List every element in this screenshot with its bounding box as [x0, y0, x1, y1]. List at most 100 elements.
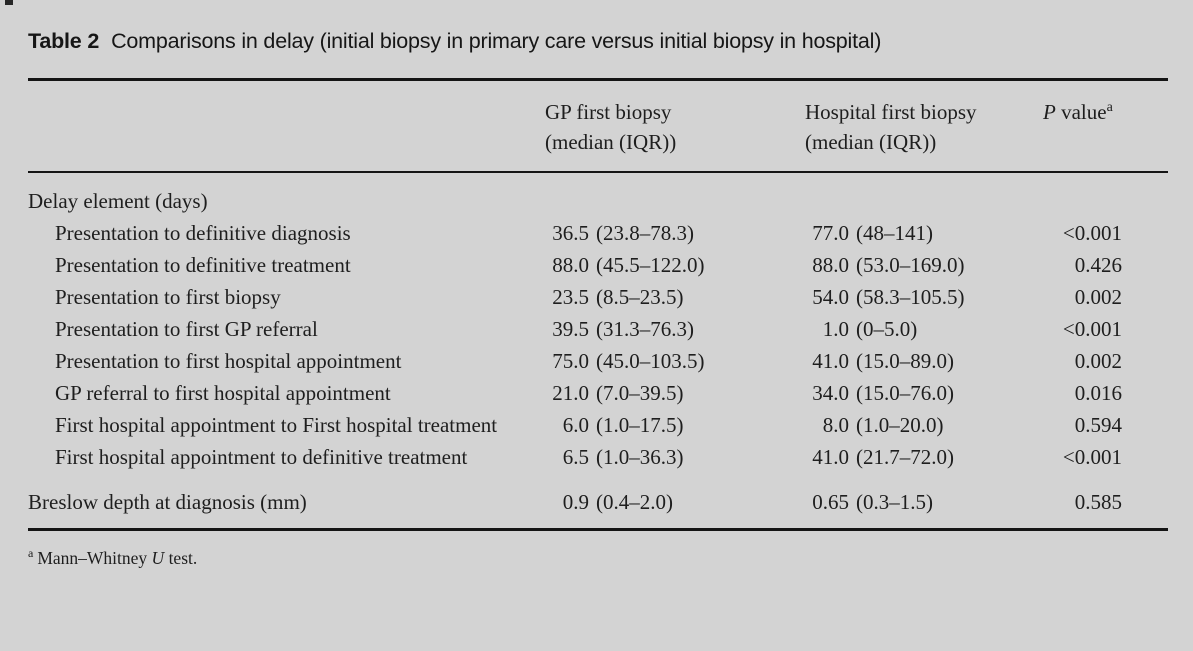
- header-hospital-line2: (median (IQR)): [805, 130, 937, 154]
- gp-iqr: (1.0–36.3): [596, 445, 684, 469]
- row-label: Presentation to definitive treatment: [55, 253, 351, 277]
- p-value: 0.594: [1074, 413, 1122, 437]
- p-value: <0.001: [1062, 445, 1122, 469]
- p-value: 0.426: [1074, 253, 1122, 277]
- delay-rows: Presentation to definitive diagnosis 36.…: [28, 217, 1168, 473]
- gp-median: 88.0: [552, 253, 589, 277]
- table-row: Presentation to definitive treatment 88.…: [28, 249, 1168, 281]
- hospital-iqr: (15.0–76.0): [856, 381, 954, 405]
- gp-iqr: (31.3–76.3): [596, 317, 694, 341]
- p-value: 0.016: [1074, 381, 1122, 405]
- p-value: 0.002: [1074, 285, 1122, 309]
- header-pvalue-column: P valuea: [1043, 97, 1168, 127]
- table-caption-text: Comparisons in delay (initial biopsy in …: [111, 29, 882, 53]
- hospital-median: 1.0: [822, 317, 849, 341]
- gp-median: 36.5: [552, 221, 589, 245]
- row-label: Presentation to first biopsy: [55, 285, 281, 309]
- header-gp-line1: GP first biopsy: [545, 100, 672, 124]
- table-row: First hospital appointment to First hosp…: [28, 409, 1168, 441]
- hospital-cell: 1.0 (0–5.0): [805, 313, 1043, 345]
- row-label: First hospital appointment to First hosp…: [55, 413, 498, 437]
- bottom-rule: [28, 528, 1168, 531]
- hospital-median: 8.0: [822, 413, 849, 437]
- hospital-iqr: (48–141): [856, 221, 933, 245]
- breslow-row: Breslow depth at diagnosis (mm) 0.9 (0.4–…: [28, 486, 1168, 518]
- hospital-median: 77.0: [812, 221, 849, 245]
- gp-cell: 75.0 (45.0–103.5): [545, 345, 805, 377]
- scan-artifact: [5, 0, 13, 5]
- hospital-iqr: (0.3–1.5): [856, 490, 933, 514]
- gp-cell: 21.0 (7.0–39.5): [545, 377, 805, 409]
- hospital-median: 41.0: [812, 349, 849, 373]
- header-rule: [28, 171, 1168, 173]
- footnote-u-statistic: U: [151, 547, 165, 568]
- hospital-cell: 0.65 (0.3–1.5): [805, 486, 1043, 518]
- table-number: Table 2: [28, 29, 100, 53]
- gp-iqr: (8.5–23.5): [596, 285, 684, 309]
- header-hospital-line1: Hospital first biopsy: [805, 100, 977, 124]
- gp-median: 0.9: [562, 490, 589, 514]
- footnote-text-end: test.: [164, 547, 198, 568]
- hospital-iqr: (58.3–105.5): [856, 285, 965, 309]
- gp-cell: 6.5 (1.0–36.3): [545, 441, 805, 473]
- section-label: Delay element (days): [28, 189, 208, 213]
- table-header: GP first biopsy (median (IQR)) Hospital …: [28, 81, 1168, 171]
- footnote-mark: a: [28, 546, 34, 560]
- gp-cell: 23.5 (8.5–23.5): [545, 281, 805, 313]
- header-pvalue-rest: value: [1055, 100, 1107, 124]
- gp-median: 6.0: [562, 413, 589, 437]
- table-footnote: a Mann–Whitney U test.: [28, 541, 1168, 570]
- header-gp-column: GP first biopsy (median (IQR)): [545, 97, 805, 157]
- gp-median: 21.0: [552, 381, 589, 405]
- row-label: Presentation to definitive diagnosis: [55, 221, 351, 245]
- hospital-cell: 41.0 (21.7–72.0): [805, 441, 1043, 473]
- row-label: GP referral to first hospital appointmen…: [55, 381, 391, 405]
- gp-cell: 36.5 (23.8–78.3): [545, 217, 805, 249]
- hospital-cell: 8.0 (1.0–20.0): [805, 409, 1043, 441]
- table-row: Presentation to definitive diagnosis 36.…: [28, 217, 1168, 249]
- section-row: Delay element (days): [28, 185, 1168, 217]
- gp-iqr: (45.5–122.0): [596, 253, 705, 277]
- gp-cell: 0.9 (0.4–2.0): [545, 486, 805, 518]
- table-caption: Table 2 Comparisons in delay (initial bio…: [28, 26, 1168, 56]
- p-value: 0.585: [1074, 490, 1122, 514]
- hospital-median: 88.0: [812, 253, 849, 277]
- hospital-iqr: (1.0–20.0): [856, 413, 944, 437]
- hospital-iqr: (0–5.0): [856, 317, 918, 341]
- hospital-cell: 54.0 (58.3–105.5): [805, 281, 1043, 313]
- hospital-median: 41.0: [812, 445, 849, 469]
- gp-cell: 39.5 (31.3–76.3): [545, 313, 805, 345]
- hospital-cell: 77.0 (48–141): [805, 217, 1043, 249]
- hospital-iqr: (53.0–169.0): [856, 253, 965, 277]
- gp-iqr: (45.0–103.5): [596, 349, 705, 373]
- row-label: Breslow depth at diagnosis (mm): [28, 490, 307, 514]
- gp-iqr: (23.8–78.3): [596, 221, 694, 245]
- hospital-iqr: (15.0–89.0): [856, 349, 954, 373]
- header-pvalue-footnote-mark: a: [1106, 100, 1113, 115]
- table-row: Presentation to first biopsy 23.5 (8.5–23…: [28, 281, 1168, 313]
- table-row: Presentation to first hospital appointme…: [28, 345, 1168, 377]
- hospital-median: 0.65: [812, 490, 849, 514]
- gp-median: 75.0: [552, 349, 589, 373]
- p-value: <0.001: [1062, 317, 1122, 341]
- gp-iqr: (1.0–17.5): [596, 413, 684, 437]
- row-label: Presentation to first GP referral: [55, 317, 318, 341]
- top-rule: [28, 78, 1168, 81]
- p-value: 0.002: [1074, 349, 1122, 373]
- table-row: Presentation to first GP referral 39.5 (3…: [28, 313, 1168, 345]
- header-gp-line2: (median (IQR)): [545, 130, 677, 154]
- table-row: First hospital appointment to definitive…: [28, 441, 1168, 473]
- table-row: GP referral to first hospital appointmen…: [28, 377, 1168, 409]
- hospital-iqr: (21.7–72.0): [856, 445, 954, 469]
- hospital-cell: 41.0 (15.0–89.0): [805, 345, 1043, 377]
- footnote-text: Mann–Whitney: [37, 547, 152, 568]
- hospital-cell: 34.0 (15.0–76.0): [805, 377, 1043, 409]
- row-label: First hospital appointment to definitive…: [55, 445, 468, 469]
- gp-median: 6.5: [562, 445, 589, 469]
- hospital-cell: 88.0 (53.0–169.0): [805, 249, 1043, 281]
- gp-iqr: (0.4–2.0): [596, 490, 673, 514]
- hospital-median: 54.0: [812, 285, 849, 309]
- gp-cell: 6.0 (1.0–17.5): [545, 409, 805, 441]
- gp-median: 23.5: [552, 285, 589, 309]
